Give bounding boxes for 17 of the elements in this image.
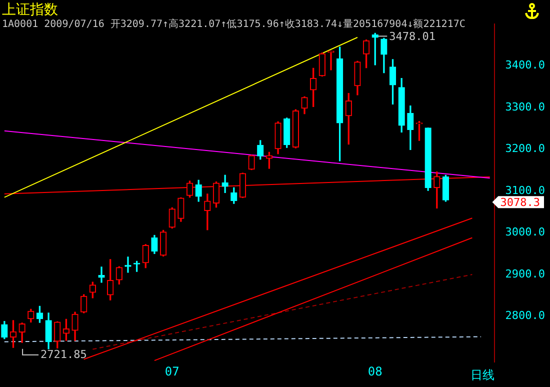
x-axis-title: 日线 [470, 368, 494, 382]
annotation: 3478.01 [389, 30, 436, 44]
annotation: 2721.85 [40, 348, 87, 361]
y-tick-label: 3400.0 [505, 58, 546, 72]
chart-title: 上证指数 [2, 1, 58, 19]
candlestick [98, 266, 105, 283]
candlestick [124, 256, 132, 273]
y-tick-label: 3100.0 [505, 184, 546, 197]
y-tick-label: 2800.0 [505, 309, 546, 322]
y-tick-label: 2900.0 [505, 267, 546, 280]
chart-subtitle: 1A0001 2009/07/16 开3209.77↑高3221.07↑低3175.96↑收3183.74↓量205167904↓额221217C [2, 18, 466, 31]
x-tick-label: 08 [368, 364, 382, 379]
y-tick-label: 3200.0 [505, 142, 546, 156]
y-tick-label: 3300.0 [505, 100, 546, 114]
text: 3078.3 [500, 196, 540, 209]
y-tick-label: 3000.0 [505, 226, 546, 239]
x-tick-label: 07 [164, 364, 180, 379]
